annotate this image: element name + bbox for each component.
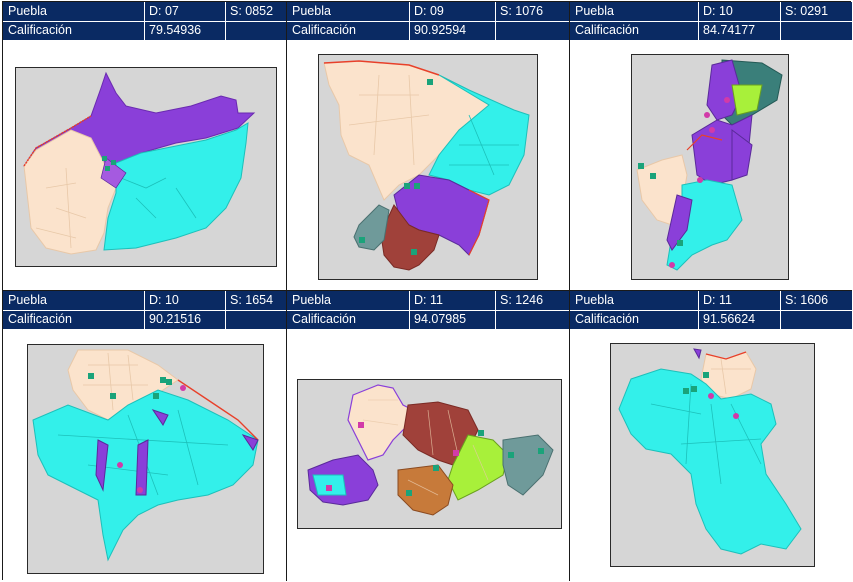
section-map[interactable]: [15, 67, 277, 267]
seccion-label: S: 1654: [230, 293, 274, 307]
pin-marker-icon[interactable]: [708, 393, 714, 399]
school-marker-icon[interactable]: [538, 448, 544, 454]
municipio-label: Puebla: [292, 4, 331, 18]
section-map[interactable]: [27, 344, 264, 574]
pin-marker-icon[interactable]: [180, 385, 186, 391]
pin-marker-icon[interactable]: [704, 112, 710, 118]
score-value: 84.74177: [703, 23, 756, 37]
distrito-label: D: 10: [703, 4, 733, 18]
calificacion-label: Calificación: [8, 23, 72, 37]
school-marker-icon[interactable]: [677, 240, 683, 246]
pin-marker-icon[interactable]: [709, 127, 715, 133]
school-marker-icon[interactable]: [683, 388, 689, 394]
distrito-label: D: 07: [149, 4, 179, 18]
section-map[interactable]: [318, 54, 538, 280]
distrito-label: D: 11: [703, 293, 732, 307]
panel-header: Puebla D: 10 S: 0291 Calificación 84.741…: [570, 2, 852, 40]
section-map[interactable]: [631, 54, 789, 280]
school-marker-icon[interactable]: [166, 379, 172, 385]
school-marker-icon[interactable]: [111, 160, 116, 165]
school-marker-icon[interactable]: [508, 452, 514, 458]
pin-marker-icon[interactable]: [117, 462, 123, 468]
school-marker-icon[interactable]: [110, 393, 116, 399]
panel-3: Puebla D: 10 S: 0291 Calificación 84.741…: [570, 2, 852, 291]
panel-6: Puebla D: 11 S: 1606 Calificación 91.566…: [570, 291, 852, 581]
school-marker-icon[interactable]: [359, 237, 365, 243]
score-value: 79.54936: [149, 23, 202, 37]
school-marker-icon[interactable]: [153, 393, 159, 399]
panel-2: Puebla D: 09 S: 1076 Calificación 90.925…: [287, 2, 570, 291]
school-marker-icon[interactable]: [404, 183, 410, 189]
calificacion-label: Calificación: [292, 312, 356, 326]
school-marker-icon[interactable]: [650, 173, 656, 179]
seccion-label: S: 0291: [785, 4, 829, 18]
section-map[interactable]: [297, 379, 562, 529]
municipio-label: Puebla: [8, 293, 47, 307]
map-svg: [23, 71, 256, 255]
school-marker-icon[interactable]: [478, 430, 484, 436]
pin-marker-icon[interactable]: [733, 413, 739, 419]
section-map[interactable]: [610, 343, 815, 567]
pin-marker-icon[interactable]: [697, 177, 703, 183]
municipio-label: Puebla: [8, 4, 47, 18]
calificacion-label: Calificación: [292, 23, 356, 37]
panel-1: Puebla D: 07 S: 0852 Calificación 79.549…: [3, 2, 287, 291]
municipio-label: Puebla: [575, 293, 614, 307]
pin-marker-icon[interactable]: [137, 487, 143, 493]
distrito-label: D: 11: [414, 293, 443, 307]
pin-marker-icon[interactable]: [453, 450, 459, 456]
map-svg: [618, 348, 802, 555]
seccion-label: S: 1606: [785, 293, 829, 307]
school-marker-icon[interactable]: [406, 490, 412, 496]
school-marker-icon[interactable]: [427, 79, 433, 85]
calificacion-label: Calificación: [575, 23, 639, 37]
pin-marker-icon[interactable]: [326, 485, 332, 491]
distrito-label: D: 10: [149, 293, 179, 307]
municipio-label: Puebla: [575, 4, 614, 18]
map-svg: [323, 60, 530, 271]
panel-header: Puebla D: 09 S: 1076 Calificación 90.925…: [287, 2, 569, 40]
school-marker-icon[interactable]: [160, 377, 166, 383]
distrito-label: D: 09: [414, 4, 444, 18]
municipio-label: Puebla: [292, 293, 331, 307]
score-value: 91.56624: [703, 312, 756, 326]
calificacion-label: Calificación: [8, 312, 72, 326]
map-svg: [32, 349, 259, 562]
school-marker-icon[interactable]: [88, 373, 94, 379]
map-svg: [636, 59, 783, 271]
map-svg: [307, 384, 554, 516]
seccion-label: S: 0852: [230, 4, 274, 18]
panel-4: Puebla D: 10 S: 1654 Calificación 90.215…: [3, 291, 287, 581]
panel-header: Puebla D: 07 S: 0852 Calificación 79.549…: [3, 2, 286, 40]
school-marker-icon[interactable]: [703, 372, 709, 378]
pin-marker-icon[interactable]: [669, 262, 675, 268]
panel-header: Puebla D: 10 S: 1654 Calificación 90.215…: [3, 291, 286, 329]
seccion-label: S: 1076: [500, 4, 544, 18]
school-marker-icon[interactable]: [414, 183, 420, 189]
panel-header: Puebla D: 11 S: 1606 Calificación 91.566…: [570, 291, 852, 329]
school-marker-icon[interactable]: [433, 465, 439, 471]
panel-header: Puebla D: 11 S: 1246 Calificación 94.079…: [287, 291, 569, 329]
school-marker-icon[interactable]: [102, 156, 107, 161]
score-value: 90.21516: [149, 312, 202, 326]
school-marker-icon[interactable]: [411, 249, 417, 255]
school-marker-icon[interactable]: [105, 166, 110, 171]
school-marker-icon[interactable]: [691, 386, 697, 392]
score-value: 94.07985: [414, 312, 467, 326]
school-marker-icon[interactable]: [638, 163, 644, 169]
pin-marker-icon[interactable]: [724, 97, 730, 103]
calificacion-label: Calificación: [575, 312, 639, 326]
panel-5: Puebla D: 11 S: 1246 Calificación 94.079…: [287, 291, 570, 581]
seccion-label: S: 1246: [500, 293, 544, 307]
score-value: 90.92594: [414, 23, 467, 37]
pin-marker-icon[interactable]: [358, 422, 364, 428]
